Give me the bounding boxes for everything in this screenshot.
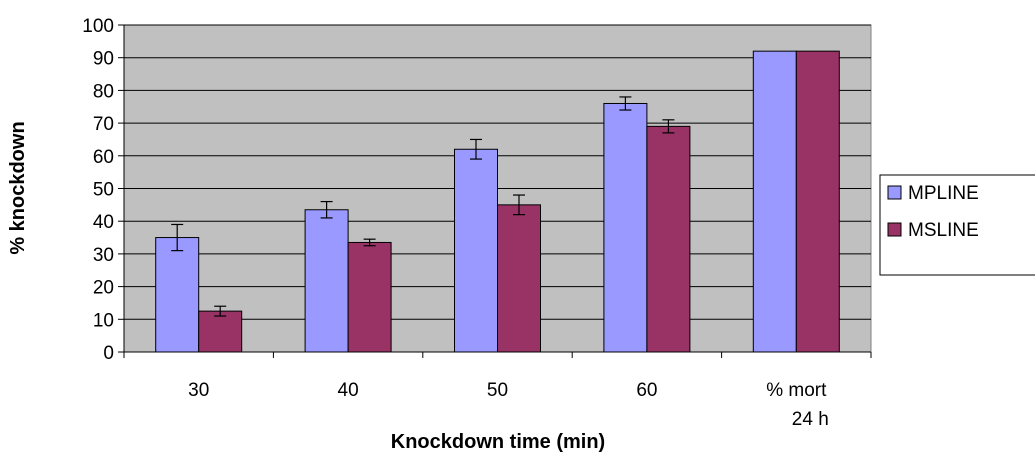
error-bar-msline-2 <box>513 194 525 216</box>
bar-mpline-3 <box>603 102 648 353</box>
legend-label-mpline: MPLINE <box>908 183 979 204</box>
error-bar-mpline-3 <box>619 96 632 111</box>
error-bars <box>171 96 675 317</box>
bar-msline-2 <box>497 204 541 353</box>
y-tick-label-20: 20 <box>93 278 114 299</box>
y-tick-label-90: 90 <box>93 49 114 70</box>
bar-mpline-2 <box>454 148 498 353</box>
legend-box <box>879 174 1035 276</box>
legend-swatch-msline <box>887 222 902 237</box>
y-axis-title: % knockdown <box>7 121 29 254</box>
axes <box>118 24 872 358</box>
error-bar-mpline-1 <box>320 200 333 219</box>
x-tick-label-4-1: 24 h <box>792 409 829 430</box>
y-tick-label-70: 70 <box>93 114 114 135</box>
bar-msline-4 <box>795 50 840 353</box>
error-bar-msline-3 <box>662 119 675 134</box>
x-tick-label-4-0: % mort <box>766 380 827 401</box>
y-tick-label-50: 50 <box>93 180 114 201</box>
y-tick-label-80: 80 <box>93 81 114 102</box>
x-tick-label-2-0: 50 <box>487 380 508 401</box>
error-bar-msline-0 <box>214 305 227 317</box>
bar-msline-1 <box>347 241 392 353</box>
y-tick-label-100: 100 <box>82 16 114 37</box>
x-tick-label-1-0: 40 <box>338 380 359 401</box>
bar-mpline-4 <box>752 50 797 353</box>
y-tick-label-60: 60 <box>93 147 114 168</box>
y-tick-label-30: 30 <box>93 245 114 266</box>
legend: MPLINE MSLINE <box>879 174 1035 276</box>
bar-msline-3 <box>646 125 691 353</box>
legend-swatch-mpline <box>887 185 902 200</box>
x-tick-label-0-0: 30 <box>188 380 209 401</box>
bar-mpline-0 <box>155 237 200 353</box>
bar-msline-0 <box>198 310 243 353</box>
legend-label-msline: MSLINE <box>908 220 979 241</box>
error-bar-mpline-2 <box>470 138 482 160</box>
y-tick-label-0: 0 <box>103 343 114 364</box>
x-axis-title: Knockdown time (min) <box>391 431 605 453</box>
gridlines <box>124 24 871 320</box>
y-tick-labels: 0 10 20 30 40 50 60 70 80 90 100 <box>82 16 114 364</box>
x-tick-label-3-0: 60 <box>636 380 657 401</box>
error-bar-mpline-0 <box>171 223 184 252</box>
error-bar-msline-1 <box>363 238 376 247</box>
x-tick-labels: 30 40 50 60 % mort 24 h <box>188 380 829 430</box>
y-tick-label-40: 40 <box>93 212 114 233</box>
bars <box>155 50 840 353</box>
y-tick-label-10: 10 <box>93 310 114 331</box>
bar-mpline-1 <box>304 209 349 353</box>
